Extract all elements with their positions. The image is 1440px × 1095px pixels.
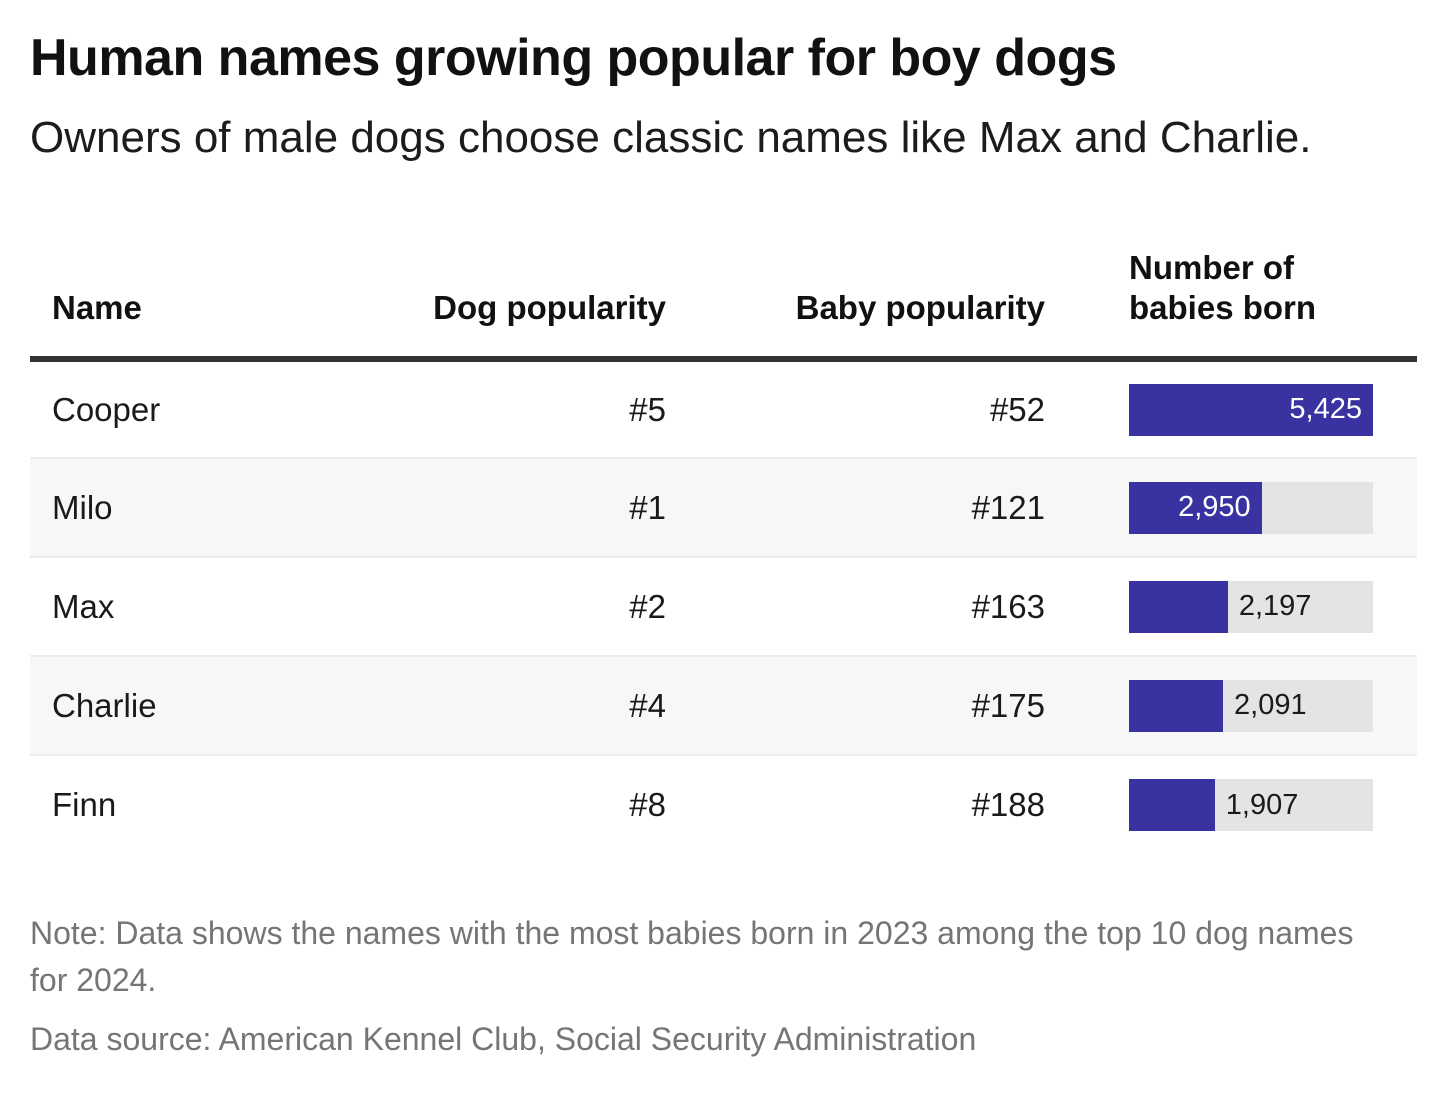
column-header-baby-popularity: Baby popularity [795,289,1045,326]
table-body: Cooper #5 #52 5,425 Milo #1 #121 2,950 M [30,359,1417,854]
babies-born-bar-fill [1129,679,1224,732]
chart-card: Human names growing popular for boy dogs… [0,28,1440,1063]
babies-born-bar-track: 1,907 [1129,779,1373,831]
names-table: Name Dog popularity Baby popularity Numb… [30,248,1417,854]
bar-value-label: 5,425 [1289,393,1362,425]
bar-value-label: 1,907 [1225,788,1299,821]
data-source-text: Data source: American Kennel Club, Socia… [30,1021,977,1057]
table-header-row: Name Dog popularity Baby popularity Numb… [30,248,1417,359]
column-header-babies-born: Number of babies born [1129,249,1317,326]
table-header: Name Dog popularity Baby popularity Numb… [30,248,1417,359]
footnotes: Note: Data shows the names with the most… [30,910,1414,1063]
table-row: Finn #8 #188 1,907 [30,754,1417,854]
note-text: Note: Data shows the names with the most… [30,915,1354,998]
cell-baby-rank: #163 [666,556,1045,656]
babies-born-bar-track: 2,091 [1129,679,1373,732]
cell-name: Charlie [30,655,360,755]
cell-name: Cooper [52,390,161,428]
cell-baby-rank: #52 [989,390,1045,428]
cell-babies-born: 5,425 [1045,359,1417,458]
cell-babies-born: 2,091 [1045,655,1417,755]
babies-born-bar-track: 2,197 [1129,580,1373,633]
babies-born-bar-fill: 5,425 [1129,383,1373,436]
babies-born-bar-fill: 2,950 [1129,481,1262,534]
table-row: Max #2 #163 2,197 [30,556,1417,656]
cell-name: Max [30,556,360,656]
cell-baby-rank: #188 [666,754,1045,854]
cell-baby-rank: #121 [666,457,1045,557]
cell-dog-rank: #4 [360,655,666,755]
cell-dog-rank: #1 [360,457,666,557]
chart-subtitle: Owners of male dogs choose classic names… [30,113,1312,162]
babies-born-bar-fill [1129,779,1215,831]
bar-value-label: 2,197 [1238,590,1312,622]
cell-name: Milo [30,457,360,557]
cell-babies-born: 1,907 [1045,754,1417,854]
cell-babies-born: 2,950 [1045,457,1417,557]
babies-born-bar-track: 2,950 [1129,481,1373,534]
table-row: Milo #1 #121 2,950 [30,457,1417,557]
babies-born-bar-track: 5,425 [1129,383,1373,436]
cell-babies-born: 2,197 [1045,556,1417,656]
table-row: Cooper #5 #52 5,425 [30,359,1417,458]
cell-dog-rank: #5 [629,390,666,428]
bar-value-label: 2,091 [1234,689,1307,721]
cell-dog-rank: #2 [360,556,666,656]
cell-dog-rank: #8 [360,754,666,854]
chart-title: Human names growing popular for boy dogs [30,29,1117,87]
cell-name: Finn [30,754,360,854]
cell-baby-rank: #175 [666,655,1045,755]
babies-born-bar-fill [1129,580,1228,633]
column-header-name: Name [52,289,142,326]
table-row: Charlie #4 #175 2,091 [30,655,1417,755]
column-header-dog-popularity: Dog popularity [433,289,666,326]
bar-value-label: 2,950 [1178,491,1251,523]
